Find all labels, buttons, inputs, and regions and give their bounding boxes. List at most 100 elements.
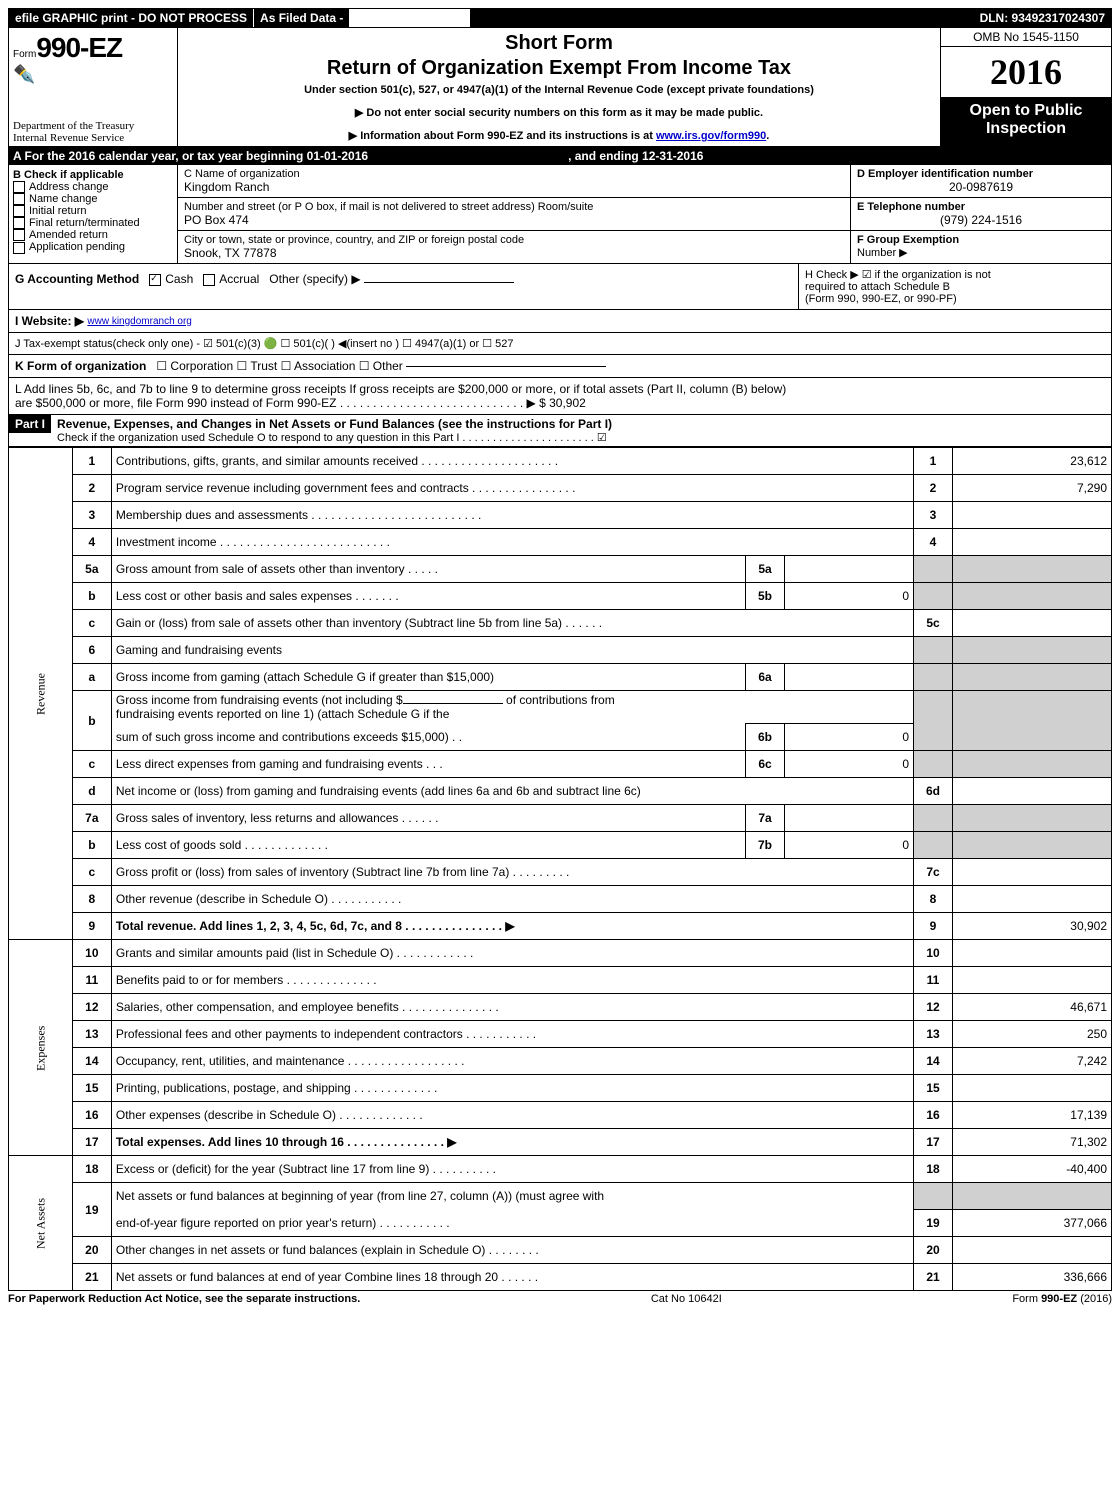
line-2-amount: 7,290 — [953, 475, 1112, 502]
ein-value: 20-0987619 — [857, 180, 1105, 194]
netassets-side-label: Net Assets — [9, 1156, 73, 1291]
line-6a-inner — [785, 664, 914, 691]
line-5c-amount — [953, 610, 1112, 637]
open-to-public: Open to Public Inspection — [941, 98, 1111, 146]
checkbox-initial-return[interactable]: Initial return — [13, 205, 173, 217]
line-14-text: Occupancy, rent, utilities, and maintena… — [111, 1048, 913, 1075]
line-8-text: Other revenue (describe in Schedule O) .… — [111, 886, 913, 913]
row-i-website: I Website: ▶ www kingdomranch org — [8, 310, 1112, 333]
line-12-amount: 46,671 — [953, 994, 1112, 1021]
part-1-label: Part I — [9, 415, 51, 433]
line-1-amount: 23,612 — [953, 448, 1112, 475]
checkbox-app-pending[interactable]: Application pending — [13, 241, 173, 253]
line-20-text: Other changes in net assets or fund bala… — [111, 1237, 913, 1264]
line-13-text: Professional fees and other payments to … — [111, 1021, 913, 1048]
line-6b-text4: sum of such gross income and contributio… — [111, 724, 745, 751]
line-15-text: Printing, publications, postage, and shi… — [111, 1075, 913, 1102]
line-11-text: Benefits paid to or for members . . . . … — [111, 967, 913, 994]
line-7c-amount — [953, 859, 1112, 886]
line-18-amount: -40,400 — [953, 1156, 1112, 1183]
expenses-side-label: Expenses — [9, 940, 73, 1156]
form-title: Return of Organization Exempt From Incom… — [186, 57, 932, 80]
row-l-gross-receipts: L Add lines 5b, 6c, and 7b to line 9 to … — [8, 378, 1112, 415]
revenue-side-label: Revenue — [9, 448, 73, 940]
section-b-title: B Check if applicable — [13, 169, 173, 181]
line-6c-inner: 0 — [785, 751, 914, 778]
line-4-text: Investment income . . . . . . . . . . . … — [111, 529, 913, 556]
page-footer: For Paperwork Reduction Act Notice, see … — [8, 1291, 1112, 1307]
line-16-amount: 17,139 — [953, 1102, 1112, 1129]
line-11-amount — [953, 967, 1112, 994]
line-1-text: Contributions, gifts, grants, and simila… — [111, 448, 913, 475]
org-name-block: C Name of organization Kingdom Ranch — [178, 165, 850, 197]
line-18-text: Excess or (deficit) for the year (Subtra… — [111, 1156, 913, 1183]
short-form-label: Short Form — [186, 32, 932, 55]
entity-block: B Check if applicable Address change Nam… — [8, 165, 1112, 264]
checkbox-accrual[interactable] — [203, 274, 215, 286]
line-21-amount: 336,666 — [953, 1264, 1112, 1291]
ssn-warning: ▶ Do not enter social security numbers o… — [186, 106, 932, 119]
phone-block: E Telephone number (979) 224-1516 — [851, 197, 1111, 230]
form-version: Form 990-EZ (2016) — [1012, 1293, 1112, 1305]
section-h: H Check ▶ ☑ if the organization is not r… — [799, 264, 1111, 309]
form-subtitle: Under section 501(c), 527, or 4947(a)(1)… — [186, 84, 932, 96]
dln-number: DLN: 93492317024307 — [974, 9, 1111, 27]
line-8-amount — [953, 886, 1112, 913]
line-10-amount — [953, 940, 1112, 967]
line-7a-text: Gross sales of inventory, less returns a… — [111, 805, 745, 832]
line-14-amount: 7,242 — [953, 1048, 1112, 1075]
checkbox-final-return[interactable]: Final return/terminated — [13, 217, 173, 229]
line-5b-inner: 0 — [785, 583, 914, 610]
part-1-header: Part I Revenue, Expenses, and Changes in… — [8, 415, 1112, 447]
line-5a-text: Gross amount from sale of assets other t… — [111, 556, 745, 583]
line-10-text: Grants and similar amounts paid (list in… — [111, 940, 913, 967]
group-exemption-block: F Group Exemption Number ▶ — [851, 230, 1111, 262]
line-13-amount: 250 — [953, 1021, 1112, 1048]
street-address: PO Box 474 — [184, 213, 844, 227]
as-filed-blank — [350, 9, 470, 27]
line-3-text: Membership dues and assessments . . . . … — [111, 502, 913, 529]
line-15-amount — [953, 1075, 1112, 1102]
efile-notice: efile GRAPHIC print - DO NOT PROCESS — [9, 9, 253, 27]
line-16-text: Other expenses (describe in Schedule O) … — [111, 1102, 913, 1129]
checkbox-name-change[interactable]: Name change — [13, 193, 173, 205]
org-name: Kingdom Ranch — [184, 180, 844, 194]
catalog-number: Cat No 10642I — [651, 1293, 722, 1305]
section-b: B Check if applicable Address change Nam… — [9, 165, 178, 263]
row-j-tax-exempt: J Tax-exempt status(check only one) - ☑ … — [8, 333, 1112, 355]
line-3-amount — [953, 502, 1112, 529]
form-number: 990-EZ — [36, 32, 122, 63]
accounting-method: G Accounting Method Cash Accrual Other (… — [9, 264, 799, 309]
form-id-block: Form990-EZ ✒️ Department of the Treasury… — [9, 28, 178, 146]
part-1-check: Check if the organization used Schedule … — [57, 431, 1105, 444]
phone-value: (979) 224-1516 — [857, 213, 1105, 227]
line-19-amount: 377,066 — [953, 1210, 1112, 1237]
treasury-dept: Department of the Treasury Internal Reve… — [13, 120, 134, 144]
line-5a-inner — [785, 556, 914, 583]
form-header: Form990-EZ ✒️ Department of the Treasury… — [8, 28, 1112, 147]
row-k-form-org: K Form of organization ☐ Corporation ☐ T… — [8, 355, 1112, 378]
line-6b-inner: 0 — [785, 724, 914, 751]
line-19-text1: Net assets or fund balances at beginning… — [111, 1183, 913, 1210]
line-7b-inner: 0 — [785, 832, 914, 859]
line-9-amount: 30,902 — [953, 913, 1112, 940]
checkbox-amended[interactable]: Amended return — [13, 229, 173, 241]
paperwork-notice: For Paperwork Reduction Act Notice, see … — [8, 1293, 360, 1305]
gh-block: G Accounting Method Cash Accrual Other (… — [8, 264, 1112, 310]
line-7b-text: Less cost of goods sold . . . . . . . . … — [111, 832, 745, 859]
line-5b-text: Less cost or other basis and sales expen… — [111, 583, 745, 610]
line-6a-text: Gross income from gaming (attach Schedul… — [111, 664, 745, 691]
checkbox-address-change[interactable]: Address change — [13, 181, 173, 193]
website-link[interactable]: www kingdomranch org — [87, 316, 192, 327]
line-17-amount: 71,302 — [953, 1129, 1112, 1156]
lines-table: Revenue 1 Contributions, gifts, grants, … — [8, 447, 1112, 1291]
line-6-text: Gaming and fundraising events — [111, 637, 913, 664]
line-12-text: Salaries, other compensation, and employ… — [111, 994, 913, 1021]
line-6d-text: Net income or (loss) from gaming and fun… — [111, 778, 913, 805]
checkbox-cash[interactable] — [149, 274, 161, 286]
irs-link[interactable]: www.irs.gov/form990 — [656, 130, 766, 142]
top-bar: efile GRAPHIC print - DO NOT PROCESS As … — [8, 8, 1112, 28]
line-17-text: Total expenses. Add lines 10 through 16 … — [111, 1129, 913, 1156]
city-block: City or town, state or province, country… — [178, 230, 850, 263]
form-title-block: Short Form Return of Organization Exempt… — [178, 28, 941, 146]
